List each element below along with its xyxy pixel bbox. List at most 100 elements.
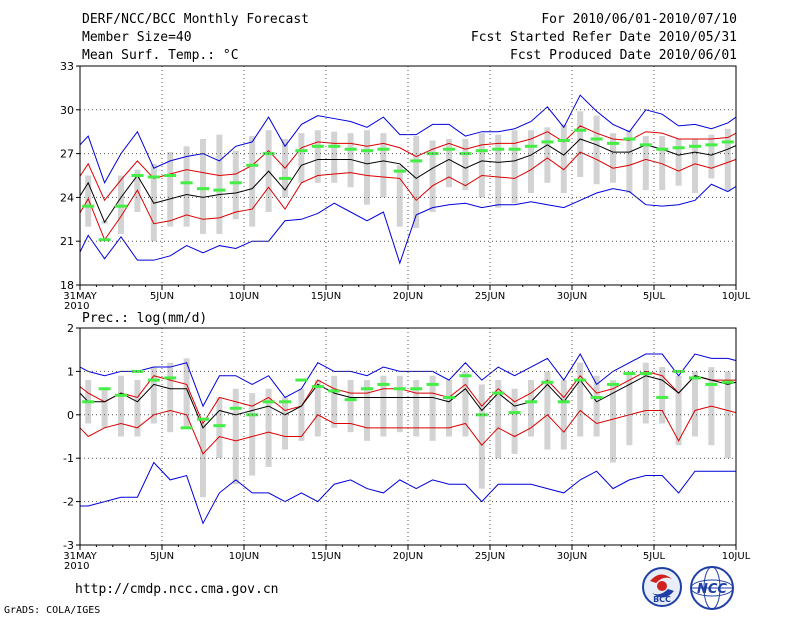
ensemble-marker	[541, 140, 554, 144]
ensemble-marker	[574, 128, 587, 132]
range-box	[659, 367, 666, 424]
range-box	[495, 134, 502, 208]
range-box	[249, 136, 256, 227]
range-box	[724, 128, 731, 192]
ensemble-marker	[164, 376, 177, 380]
fcst-started-date: Fcst Started Refer Date 2010/05/31	[470, 30, 737, 45]
ensemble-marker	[98, 387, 111, 391]
x-tick-label: 20JUN	[393, 291, 423, 302]
x-tick-label: 5JUN	[150, 291, 174, 302]
y-tick-label: -1	[63, 452, 74, 465]
series-line-mean_minus_sd	[80, 151, 736, 241]
range-box	[298, 133, 305, 183]
ensemble-marker	[311, 385, 324, 389]
range-box	[675, 375, 682, 446]
ensemble-marker	[738, 383, 750, 386]
ensemble-marker	[639, 372, 652, 376]
series-line-min	[80, 183, 736, 265]
range-box	[626, 371, 633, 446]
x-tick-label: 25JUN	[475, 551, 505, 562]
ensemble-marker	[557, 400, 570, 404]
svg-text:NCC: NCC	[697, 582, 727, 597]
range-box	[298, 388, 305, 441]
source-url[interactable]: http://cmdp.ncc.cma.gov.cn	[75, 582, 279, 597]
y-tick-label: 2	[67, 322, 74, 335]
range-box	[511, 388, 518, 454]
range-box	[347, 380, 354, 433]
ensemble-marker	[197, 417, 209, 421]
range-box	[167, 152, 174, 227]
range-box	[528, 380, 534, 437]
svg-text:BCC: BCC	[653, 595, 671, 604]
y-tick-label: 1	[67, 365, 74, 378]
range-box	[396, 375, 403, 433]
ensemble-marker	[213, 188, 226, 192]
range-box	[544, 127, 551, 183]
range-box	[446, 139, 452, 188]
x-tick-label: 10JUN	[229, 551, 259, 562]
range-box	[593, 115, 600, 185]
ensemble-marker	[82, 204, 95, 208]
ensemble-marker	[607, 382, 619, 386]
range-box	[593, 375, 600, 437]
series-line-mean_minus_sd	[80, 405, 736, 455]
ensemble-marker	[475, 413, 488, 417]
range-box	[200, 423, 206, 498]
y-tick-label: 0	[67, 409, 74, 422]
ensemble-marker	[410, 387, 423, 391]
range-box	[429, 375, 436, 441]
ensemble-marker	[377, 147, 390, 151]
ensemble-marker	[164, 174, 177, 177]
fcst-produced-date: Fcst Produced Date 2010/06/01	[510, 48, 737, 63]
ensemble-marker	[623, 372, 636, 376]
range-box	[528, 130, 534, 194]
range-box	[150, 367, 157, 424]
range-box	[380, 133, 387, 198]
range-box	[560, 124, 567, 194]
range-box	[642, 136, 649, 191]
range-box	[462, 139, 469, 191]
range-box	[560, 380, 567, 450]
ensemble-marker	[459, 374, 472, 378]
range-box	[446, 380, 452, 437]
ensemble-marker	[738, 132, 750, 135]
ensemble-marker	[393, 387, 406, 391]
range-box	[429, 140, 436, 212]
y-tick-label: 33	[60, 60, 74, 73]
x-tick-year: 2010	[64, 301, 89, 312]
x-tick-label: 30JUN	[557, 551, 587, 562]
ensemble-marker	[66, 231, 78, 234]
range-box	[265, 388, 272, 467]
range-box	[610, 380, 616, 463]
range-box	[577, 111, 584, 177]
ensemble-marker	[459, 152, 472, 156]
ensemble-marker	[311, 144, 324, 148]
ensemble-marker	[705, 143, 718, 147]
ensemble-marker	[721, 380, 734, 384]
range-box	[118, 375, 124, 437]
x-tick-label: 30JUN	[557, 291, 587, 302]
ensemble-marker	[689, 144, 701, 148]
y-tick-label: 24	[60, 191, 74, 204]
range-box	[331, 131, 338, 183]
range-box	[396, 165, 403, 227]
ensemble-marker	[525, 144, 537, 148]
ensemble-marker	[689, 376, 701, 380]
ensemble-marker	[656, 395, 669, 399]
grads-credit: GrADS: COLA/IGES	[4, 605, 101, 616]
range-box	[380, 375, 387, 437]
ensemble-marker	[344, 147, 357, 151]
range-box	[232, 388, 239, 485]
range-box	[167, 362, 174, 433]
ensemble-marker	[213, 424, 226, 428]
ensemble-marker	[115, 393, 127, 397]
x-tick-year: 2010	[64, 561, 89, 572]
x-tick-label: 5JUL	[643, 291, 666, 302]
range-box	[692, 371, 698, 437]
x-tick-label: 10JUL	[722, 551, 751, 562]
variable-label-prec: Prec.: log(mm/d)	[82, 311, 207, 326]
ensemble-marker	[328, 389, 341, 393]
